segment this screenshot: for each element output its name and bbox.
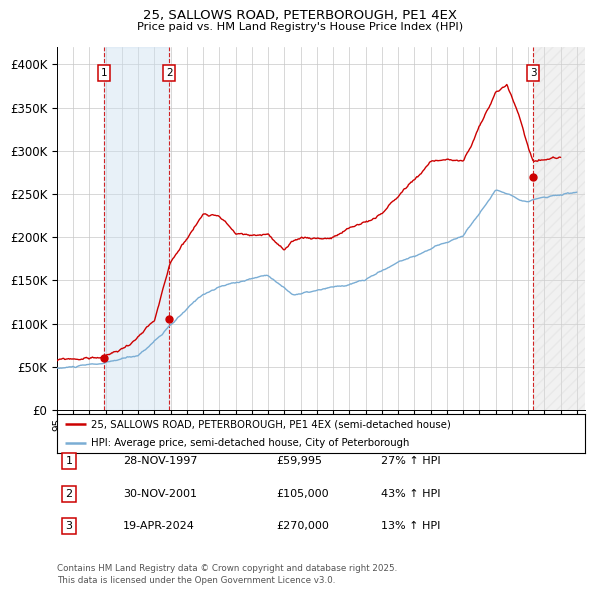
Text: £105,000: £105,000 — [276, 489, 329, 499]
Text: 25, SALLOWS ROAD, PETERBOROUGH, PE1 4EX (semi-detached house): 25, SALLOWS ROAD, PETERBOROUGH, PE1 4EX … — [91, 419, 451, 429]
Bar — [104, 47, 169, 410]
Text: 2: 2 — [65, 489, 73, 499]
Text: 3: 3 — [65, 522, 73, 531]
Text: 3: 3 — [530, 68, 536, 78]
Text: 2: 2 — [166, 68, 172, 78]
Bar — [533, 47, 585, 410]
Text: 43% ↑ HPI: 43% ↑ HPI — [381, 489, 440, 499]
Text: Contains HM Land Registry data © Crown copyright and database right 2025.
This d: Contains HM Land Registry data © Crown c… — [57, 565, 397, 585]
Text: 28-NOV-1997: 28-NOV-1997 — [123, 457, 197, 466]
Text: £270,000: £270,000 — [276, 522, 329, 531]
Text: 19-APR-2024: 19-APR-2024 — [123, 522, 195, 531]
Text: 1: 1 — [101, 68, 107, 78]
Text: £59,995: £59,995 — [276, 457, 322, 466]
Text: 1: 1 — [65, 457, 73, 466]
Text: 30-NOV-2001: 30-NOV-2001 — [123, 489, 197, 499]
Text: HPI: Average price, semi-detached house, City of Peterborough: HPI: Average price, semi-detached house,… — [91, 438, 410, 448]
Text: 13% ↑ HPI: 13% ↑ HPI — [381, 522, 440, 531]
Text: 27% ↑ HPI: 27% ↑ HPI — [381, 457, 440, 466]
Text: 25, SALLOWS ROAD, PETERBOROUGH, PE1 4EX: 25, SALLOWS ROAD, PETERBOROUGH, PE1 4EX — [143, 9, 457, 22]
Text: Price paid vs. HM Land Registry's House Price Index (HPI): Price paid vs. HM Land Registry's House … — [137, 22, 463, 32]
